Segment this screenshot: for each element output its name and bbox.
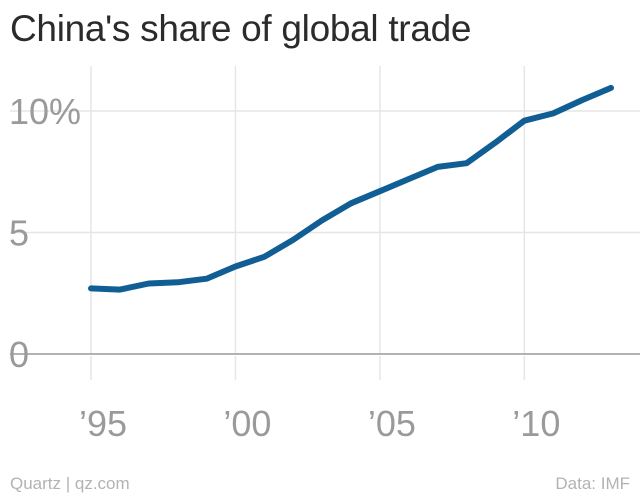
x-tick-label-0: ’95 [79, 403, 127, 444]
x-tick-label-1: ’00 [223, 403, 271, 444]
x-tick-label-3: ’10 [512, 403, 560, 444]
chart-title: China's share of global trade [10, 8, 472, 49]
y-tick-label-2: 10% [9, 91, 81, 132]
x-axis [10, 353, 640, 380]
x-axis-tick-labels: ’95 ’00 ’05 ’10 [79, 403, 560, 444]
x-tick-label-2: ’05 [368, 403, 416, 444]
y-tick-label-1: 5 [9, 213, 29, 254]
grid-lines [10, 66, 640, 354]
series-group [88, 84, 614, 293]
y-tick-label-0: 0 [9, 334, 29, 375]
y-axis-tick-labels: 0 5 10% [9, 91, 81, 375]
source-credit: Quartz | qz.com [10, 474, 130, 493]
series-line-0 [88, 84, 614, 293]
data-source-label: Data: IMF [555, 474, 630, 493]
